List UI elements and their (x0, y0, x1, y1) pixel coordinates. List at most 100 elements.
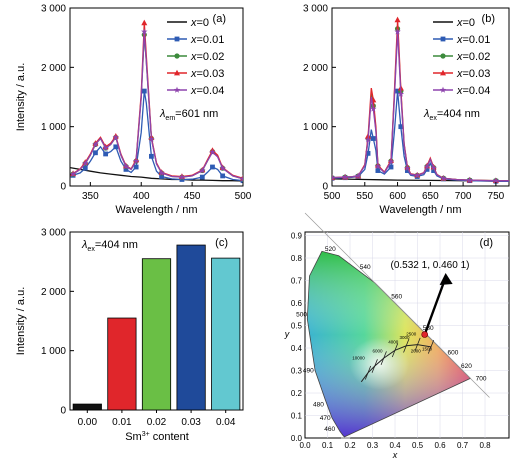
data-point (82, 160, 89, 167)
y-tick-label: 1 000 (41, 346, 66, 357)
data-point (133, 164, 139, 170)
legend-label: x=0.01 (190, 34, 224, 46)
bar-0.04 (211, 257, 241, 411)
x-tick-label: 0.00 (78, 417, 98, 428)
data-point (141, 19, 148, 26)
x-tick-label: 0.0 (299, 441, 311, 450)
isotherm-tick (380, 351, 387, 366)
data-point (431, 168, 437, 173)
legend-label: x=0.04 (190, 85, 224, 97)
legend-label: x=0.04 (456, 85, 490, 97)
wavelength-label: 700 (476, 375, 487, 382)
wavelength-label: 520 (325, 246, 336, 253)
x-tick-label: 0.3 (367, 441, 379, 450)
data-point (397, 90, 405, 97)
y-tick-label: 0 (60, 182, 66, 193)
x-tick-label: 0.4 (389, 441, 401, 450)
data-point (440, 175, 447, 182)
data-point (423, 163, 431, 170)
legend-marker (440, 36, 446, 42)
x-tick-label: 500 (324, 191, 341, 202)
x-tick-label: 750 (488, 191, 505, 202)
legend-marker (174, 53, 180, 59)
panel-c-annotation: λex=404 nm (81, 239, 138, 253)
coordinate-arrow-shaft (423, 280, 446, 335)
y-tick-label: 2 000 (41, 63, 66, 74)
y-tick-label: 0.5 (291, 322, 303, 331)
panel-d-body: 0.0 0.1 0.2 0.3 0.4 0.5 0.6 0.7 0.8 0.9 0.0 0.1 0.2 0… (284, 212, 509, 460)
data-point (387, 158, 395, 165)
chromaticity-point (421, 331, 429, 338)
legend-marker (174, 36, 180, 42)
wavelength-label: 470 (320, 415, 331, 422)
x-tick-label: 350 (82, 191, 99, 202)
panel-c-axes: 0.00 0.01 0.02 0.03 0.04 0 1 000 2 000 3 000 Inte… (15, 228, 236, 429)
panel-b-annotation: λex=404 nm (423, 108, 480, 122)
data-point (92, 141, 99, 148)
legend-label: x=0.02 (456, 51, 490, 63)
data-point (374, 163, 382, 170)
panel-b-tag: (b) (482, 13, 495, 25)
legend-label: x=0.01 (456, 34, 490, 46)
x-axis-label: Wavelength / nm (115, 204, 197, 216)
data-point (394, 28, 401, 35)
data-point (404, 164, 411, 171)
wavelength-label: 560 (391, 293, 402, 300)
cct-label: 10000 (352, 355, 365, 360)
panel-b-axes: 500 550 600 650 700 750 0 1 000 2 000 3 000 Wavele… (303, 4, 505, 217)
panel-a-annotation: λem=601 nm (159, 108, 218, 122)
data-point (404, 168, 410, 173)
panel-d-frame (304, 231, 510, 439)
panel-a-axes: 350 400 450 500 0 1 000 2 000 3 000 Wavelength /… (15, 4, 252, 217)
panel-c-tag: (c) (215, 237, 228, 249)
legend-marker (440, 53, 446, 59)
y-tick-label: 0.9 (291, 232, 303, 241)
data-point (492, 177, 500, 184)
cct-label: 1500 (422, 346, 433, 351)
panel-d-coordinate-label: (0.532 1, 0.460 1) (391, 260, 470, 271)
data-point (375, 168, 381, 173)
bar-0.00 (72, 403, 102, 411)
data-point (395, 88, 400, 94)
legend-label: x=0 (190, 17, 209, 29)
data-point (70, 170, 77, 177)
data-point (149, 153, 154, 159)
data-point (219, 164, 226, 171)
data-point (159, 174, 164, 179)
series-line-x=0 (70, 166, 243, 182)
y-axis-label: Intensity / a.u. (15, 63, 27, 131)
bar-0.03 (176, 244, 206, 411)
data-point (394, 16, 401, 23)
data-point (413, 172, 421, 179)
y-tick-label: 0 (322, 182, 328, 193)
data-point (199, 174, 205, 180)
panel-d-tag: (d) (480, 237, 493, 249)
wavelength-label: 460 (324, 426, 335, 433)
data-point (388, 164, 394, 170)
x-tick-label: 0.02 (147, 417, 167, 428)
y-tick-label: 1 000 (41, 122, 66, 133)
x-tick-label: 500 (235, 191, 252, 202)
bar-0.02 (141, 258, 172, 411)
data-point (430, 164, 437, 171)
legend-label: x=0 (456, 17, 475, 29)
wavelength-label: 480 (313, 401, 324, 408)
data-point (370, 136, 376, 141)
panel-a-series-layer (70, 19, 243, 184)
y-tick-label: 0.6 (291, 299, 303, 308)
cct-label: 2000 (411, 349, 422, 354)
legend-label: x=0.03 (190, 68, 224, 80)
data-point (220, 173, 226, 179)
data-point (82, 165, 88, 171)
y-tick-label: 0.7 (291, 277, 303, 286)
panel-a-frame (69, 7, 244, 187)
legend-marker (174, 69, 180, 76)
isotherm-tick (371, 359, 378, 373)
series-line-x=0.03 (72, 22, 243, 179)
x-tick-label: 0.03 (181, 417, 201, 428)
x-tick-label: 0.2 (344, 441, 356, 450)
x-tick-label: 0.7 (457, 441, 469, 450)
panel-a-tag: (a) (213, 13, 226, 25)
coordinate-arrow-head (439, 273, 453, 285)
